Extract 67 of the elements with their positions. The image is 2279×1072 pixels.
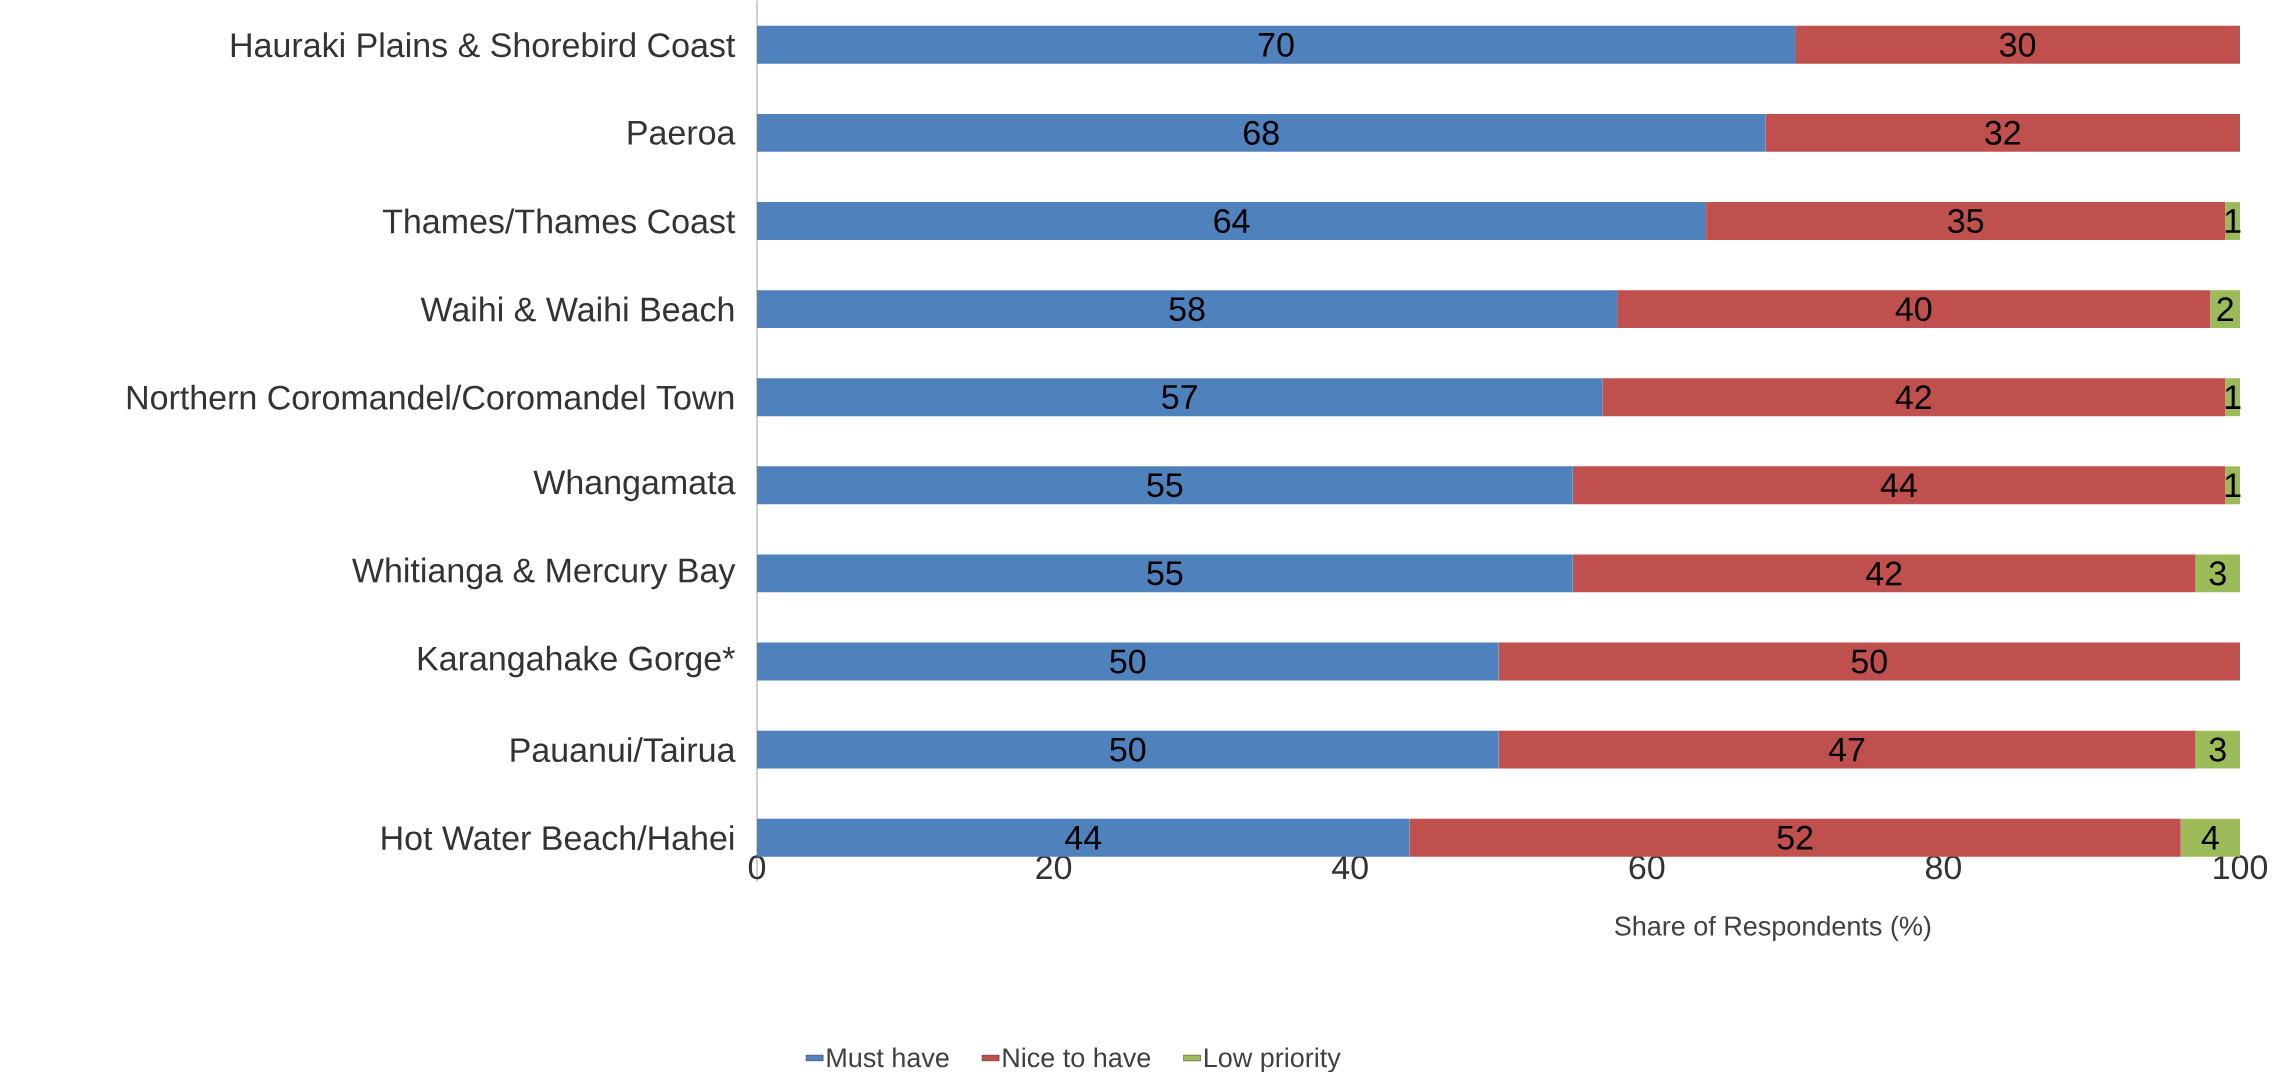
data-label: 64	[1214, 208, 1250, 233]
y-tick-label: Pauanui/Tairua	[511, 736, 736, 762]
bar	[757, 201, 1707, 240]
y-tick-label: Waihi & Waihi Beach	[420, 296, 734, 322]
y-tick-label: Paeroa	[628, 120, 736, 145]
bar	[757, 554, 1573, 593]
x-tick-label: 40	[1332, 855, 1368, 880]
data-label: 70	[1258, 32, 1294, 57]
data-label: 55	[1147, 473, 1183, 497]
legend-label: Low priority	[1204, 1047, 1341, 1072]
data-label: 2	[2217, 297, 2233, 321]
data-label: 42	[1895, 385, 1931, 409]
data-label: 47	[1828, 737, 1865, 762]
bar	[1765, 113, 2241, 152]
data-label: 42	[1865, 561, 1902, 586]
data-label: 4	[2201, 825, 2219, 850]
data-label: 58	[1169, 296, 1205, 321]
bar	[1498, 642, 2241, 681]
y-tick-label: Northern Coromandel/Coromandel Town	[127, 384, 734, 410]
bar	[757, 730, 1499, 769]
bar	[1572, 466, 2226, 505]
bar	[757, 642, 1499, 681]
x-axis-title: Share of Respondents (%)	[1614, 915, 1931, 941]
bar	[1572, 554, 2196, 593]
bar	[2195, 730, 2241, 769]
data-label: 50	[1110, 649, 1146, 674]
data-label: 3	[2209, 737, 2226, 762]
y-tick-label: Whangamata	[533, 469, 736, 501]
data-label: 50	[1851, 649, 1887, 674]
data-label: 35	[1948, 208, 1984, 233]
data-label: 50	[1110, 737, 1146, 762]
y-tick-label: Whitianga & Mercury Bay	[352, 557, 736, 590]
x-tick-label: 80	[1925, 855, 1961, 880]
data-label: 52	[1777, 825, 1813, 850]
y-tick-label: Thames/Thames Coast	[382, 208, 736, 234]
data-label: 44	[1880, 473, 1917, 497]
bar	[1498, 730, 2196, 769]
x-tick-label: 100	[2214, 855, 2268, 880]
bar	[1602, 378, 2226, 416]
bar	[1409, 818, 2181, 857]
bar	[757, 818, 1410, 857]
bar	[757, 289, 1618, 328]
y-tick-label: Hot Water Beach/Hahei	[382, 824, 734, 850]
bar	[757, 466, 1573, 505]
y-tick-label: Karangahake Gorge*	[418, 645, 735, 678]
bar	[2195, 554, 2241, 593]
data-label: 32	[1985, 120, 2020, 145]
bar	[757, 25, 1796, 64]
bar	[1617, 289, 2211, 328]
data-label: 40	[1895, 296, 1932, 321]
data-label: 3	[2209, 561, 2226, 586]
x-tick-label: 20	[1036, 855, 1072, 880]
bar	[1795, 25, 2241, 64]
y-tick-label: Hauraki Plains & Shorebird Coast	[231, 32, 736, 58]
legend-label: Must have	[827, 1047, 949, 1068]
x-tick-label: 60	[1629, 855, 1665, 880]
bar	[757, 113, 1766, 152]
data-label: 44	[1065, 825, 1102, 850]
bar	[757, 378, 1603, 416]
x-tick-label: 0	[748, 855, 766, 880]
data-label: 30	[1999, 32, 2036, 57]
bar	[1706, 201, 2226, 240]
bar	[2180, 818, 2241, 857]
legend-label: Nice to have	[1003, 1047, 1151, 1068]
data-label: 68	[1244, 120, 1279, 145]
data-label: 57	[1162, 385, 1197, 409]
data-label: 55	[1147, 561, 1183, 586]
